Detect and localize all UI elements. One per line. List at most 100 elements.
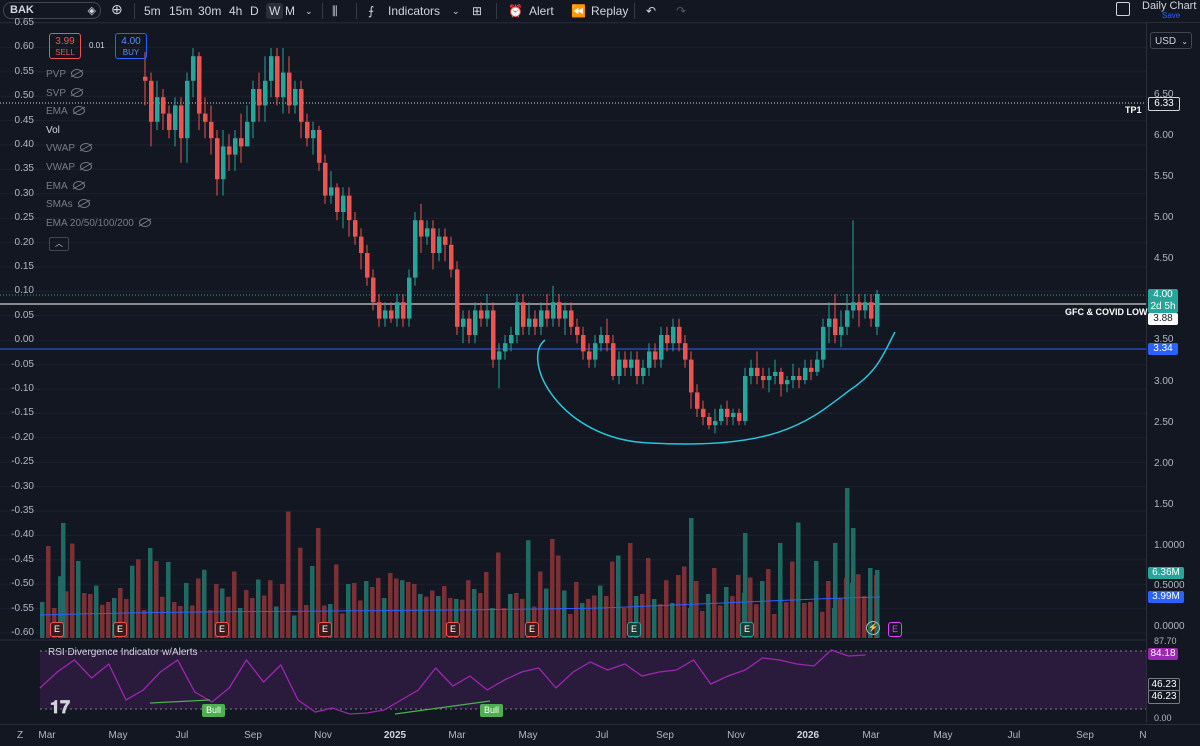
- time-axis[interactable]: Z Mar May Jul Sep Nov 2025 Mar May Jul Sep Nov 2026 M…: [0, 724, 1200, 746]
- volume-bar: [166, 562, 171, 638]
- candle-body: [815, 359, 820, 372]
- eye-hidden-icon[interactable]: [80, 162, 93, 171]
- legend-vwap[interactable]: VWAP: [46, 142, 93, 155]
- replay-icon[interactable]: ⏪: [571, 4, 586, 18]
- currency-selector[interactable]: USD ⌄: [1150, 32, 1192, 49]
- timeframe-5m[interactable]: 5m: [144, 4, 161, 18]
- left-axis-tick: -0.20: [11, 431, 34, 443]
- timeframe-w[interactable]: W: [266, 3, 284, 19]
- flash-icon[interactable]: ⚡: [866, 621, 880, 635]
- candle-body: [299, 89, 304, 122]
- rsi-line: [39, 649, 866, 715]
- left-axis-tick: 0.10: [14, 285, 34, 297]
- buy-button[interactable]: 4.00 BUY: [115, 33, 147, 59]
- eye-hidden-icon[interactable]: [77, 199, 90, 209]
- volume-bar: [304, 605, 309, 638]
- spread-value: 0.01: [89, 41, 105, 50]
- candle-body: [401, 302, 406, 319]
- legend-ema[interactable]: EMA: [46, 180, 85, 193]
- candle-body: [569, 310, 574, 327]
- eye-hidden-icon[interactable]: [71, 87, 84, 97]
- sell-button[interactable]: 3.99 SELL: [49, 33, 81, 59]
- volume-bar: [58, 576, 63, 638]
- alert-button[interactable]: Alert: [529, 4, 554, 18]
- earnings-badge[interactable]: E: [627, 622, 641, 637]
- earnings-badge[interactable]: E: [113, 622, 127, 637]
- candle-body: [593, 343, 598, 360]
- eye-hidden-icon[interactable]: [72, 180, 85, 190]
- eye-hidden-icon[interactable]: [71, 69, 84, 78]
- legend-vwap[interactable]: VWAP: [46, 161, 93, 174]
- volume-bar: [574, 582, 579, 638]
- timeframe-15m[interactable]: 15m: [169, 4, 193, 18]
- volume-bar: [616, 555, 621, 638]
- eye-hidden-icon[interactable]: [80, 143, 93, 153]
- time-axis-tick: 2025: [383, 730, 407, 741]
- earnings-badge[interactable]: E: [50, 622, 64, 637]
- candle-body: [719, 408, 724, 422]
- indicators-chevron-icon[interactable]: ⌄: [452, 6, 460, 16]
- volume-bar: [106, 602, 111, 638]
- volume-bar: [544, 588, 549, 638]
- volume-bar: [640, 594, 645, 638]
- upcoming-earnings-badge[interactable]: E: [888, 622, 902, 637]
- candles-icon[interactable]: ⫼: [332, 4, 338, 18]
- candle-body: [773, 371, 778, 376]
- symbol-search[interactable]: BAK ◈: [3, 2, 101, 19]
- legend-pvp[interactable]: PVP: [46, 68, 84, 81]
- right-axis-tick: 3.50: [1154, 334, 1174, 345]
- chart-canvas[interactable]: [0, 0, 1146, 724]
- collapse-legend-button[interactable]: ︿: [49, 237, 69, 251]
- candle-body: [857, 302, 862, 311]
- timeframe-4h[interactable]: 4h: [229, 4, 243, 18]
- candle-body: [725, 408, 730, 417]
- legend-ema-20-50-100-200[interactable]: EMA 20/50/100/200: [46, 217, 151, 230]
- volume-bar: [400, 580, 405, 638]
- timeframe-m[interactable]: M: [285, 4, 295, 18]
- time-axis-tick: Jul: [175, 730, 189, 741]
- rsi-top-tick: 87.70: [1154, 636, 1177, 646]
- earnings-badge[interactable]: E: [740, 622, 754, 637]
- right-price-axis[interactable]: [1146, 23, 1200, 723]
- indicators-button[interactable]: Indicators: [388, 4, 441, 18]
- left-axis-tick: -0.50: [11, 578, 34, 590]
- redo-icon[interactable]: ↷: [676, 4, 687, 18]
- legend-ema[interactable]: EMA: [46, 105, 85, 118]
- replay-button[interactable]: Replay: [591, 4, 629, 18]
- candle-body: [431, 228, 436, 253]
- volume-bar: [778, 543, 783, 638]
- time-axis-tick: Sep: [244, 730, 262, 741]
- layout-name[interactable]: Daily Chart: [1142, 0, 1197, 12]
- legend-label: SVP: [46, 87, 67, 99]
- candle-body: [659, 335, 664, 360]
- rsi-band: [40, 651, 1146, 709]
- add-symbol-icon[interactable]: ⊕: [111, 1, 123, 17]
- earnings-badge[interactable]: E: [446, 622, 460, 637]
- candle-body: [575, 326, 580, 335]
- time-axis-tick: Jul: [595, 730, 609, 741]
- indicators-icon[interactable]: ⨍: [368, 4, 375, 18]
- earnings-badge[interactable]: E: [215, 622, 229, 637]
- eye-hidden-icon[interactable]: [72, 106, 85, 116]
- earnings-badge[interactable]: E: [318, 622, 332, 637]
- volume-bar: [178, 606, 183, 638]
- volume-bar: [514, 593, 519, 638]
- legend-svp[interactable]: SVP: [46, 87, 84, 100]
- layout-icon[interactable]: [1116, 2, 1130, 16]
- rsi-bottom-tick: 0.00: [1154, 713, 1172, 723]
- save-button[interactable]: Save: [1162, 11, 1181, 20]
- candle-body: [779, 371, 784, 385]
- timeframe-d[interactable]: D: [250, 4, 259, 18]
- time-axis-tick: Sep: [1076, 730, 1094, 741]
- candle-body: [143, 76, 148, 81]
- earnings-badge[interactable]: E: [525, 622, 539, 637]
- chevron-down-icon[interactable]: ⌄: [305, 6, 313, 16]
- layout-grid-icon[interactable]: ⊞: [472, 4, 483, 18]
- timeframe-30m[interactable]: 30m: [198, 4, 222, 18]
- legend-smas[interactable]: SMAs: [46, 198, 90, 211]
- rsi-level-badge-2: 46.23: [1148, 690, 1180, 704]
- alert-icon[interactable]: ⏰: [508, 4, 523, 18]
- undo-icon[interactable]: ↶: [646, 4, 657, 18]
- eye-hidden-icon[interactable]: [138, 217, 151, 227]
- legend-vol[interactable]: Vol: [46, 124, 60, 137]
